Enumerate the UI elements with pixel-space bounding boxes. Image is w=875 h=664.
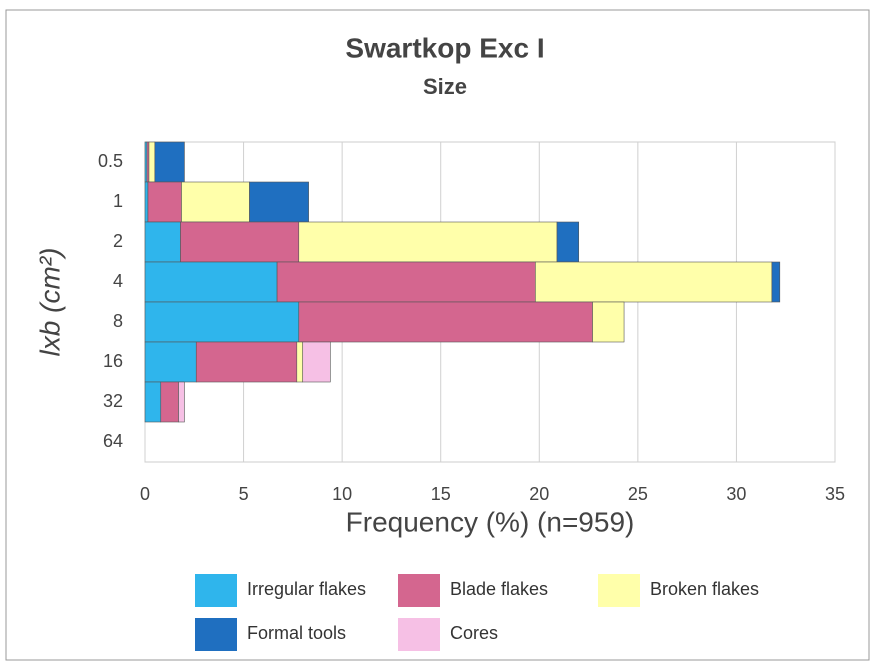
bar-segment <box>298 221 558 263</box>
y-tick-label: 4 <box>113 271 123 291</box>
y-tick-label: 0.5 <box>98 151 123 171</box>
x-tick-label: 0 <box>140 484 150 504</box>
bar-segment <box>148 141 156 183</box>
bar-segment <box>296 341 304 383</box>
bar-segment <box>195 341 298 383</box>
legend-swatch <box>195 574 237 607</box>
legend-label: Formal tools <box>247 623 346 643</box>
bar-segment <box>556 221 580 263</box>
bar-segment <box>144 301 300 343</box>
legend-swatch <box>195 618 237 651</box>
bar-segment <box>144 181 149 223</box>
y-tick-label: 8 <box>113 311 123 331</box>
bar-segment <box>180 221 300 263</box>
bar-segment <box>592 301 625 343</box>
bar-segment <box>771 261 781 303</box>
bar-segment <box>178 381 185 423</box>
bar-segment <box>147 181 182 223</box>
x-tick-label: 35 <box>825 484 845 504</box>
y-axis-label: lxb (cm²) <box>34 248 65 357</box>
y-tick-label: 32 <box>103 391 123 411</box>
bar-segment <box>181 181 250 223</box>
bar-segment <box>302 341 331 383</box>
bar-segment <box>144 341 197 383</box>
y-tick-label: 16 <box>103 351 123 371</box>
bar-segment <box>144 221 181 263</box>
x-tick-label: 25 <box>628 484 648 504</box>
legend-swatch <box>398 574 440 607</box>
bar-segment <box>160 381 179 423</box>
x-tick-label: 20 <box>529 484 549 504</box>
legend-label: Cores <box>450 623 498 643</box>
bar-segment <box>249 181 309 223</box>
legend-swatch <box>398 618 440 651</box>
y-tick-label: 2 <box>113 231 123 251</box>
legend-label: Blade flakes <box>450 579 548 599</box>
x-tick-label: 30 <box>726 484 746 504</box>
chart-title: Swartkop Exc I <box>345 32 544 63</box>
x-axis-label: Frequency (%) (n=959) <box>346 506 635 537</box>
chart-subtitle: Size <box>423 74 467 99</box>
legend-label: Irregular flakes <box>247 579 366 599</box>
bar-segment <box>276 261 536 303</box>
bar-segment <box>144 381 162 423</box>
y-tick-label: 64 <box>103 431 123 451</box>
legend-label: Broken flakes <box>650 579 759 599</box>
bar-segment <box>144 261 278 303</box>
bar-segment <box>154 141 185 183</box>
y-tick-label: 1 <box>113 191 123 211</box>
bar-segment <box>298 301 593 343</box>
x-tick-label: 15 <box>431 484 451 504</box>
x-tick-label: 5 <box>239 484 249 504</box>
bar-segment <box>535 261 773 303</box>
legend-swatch <box>598 574 640 607</box>
x-tick-label: 10 <box>332 484 352 504</box>
